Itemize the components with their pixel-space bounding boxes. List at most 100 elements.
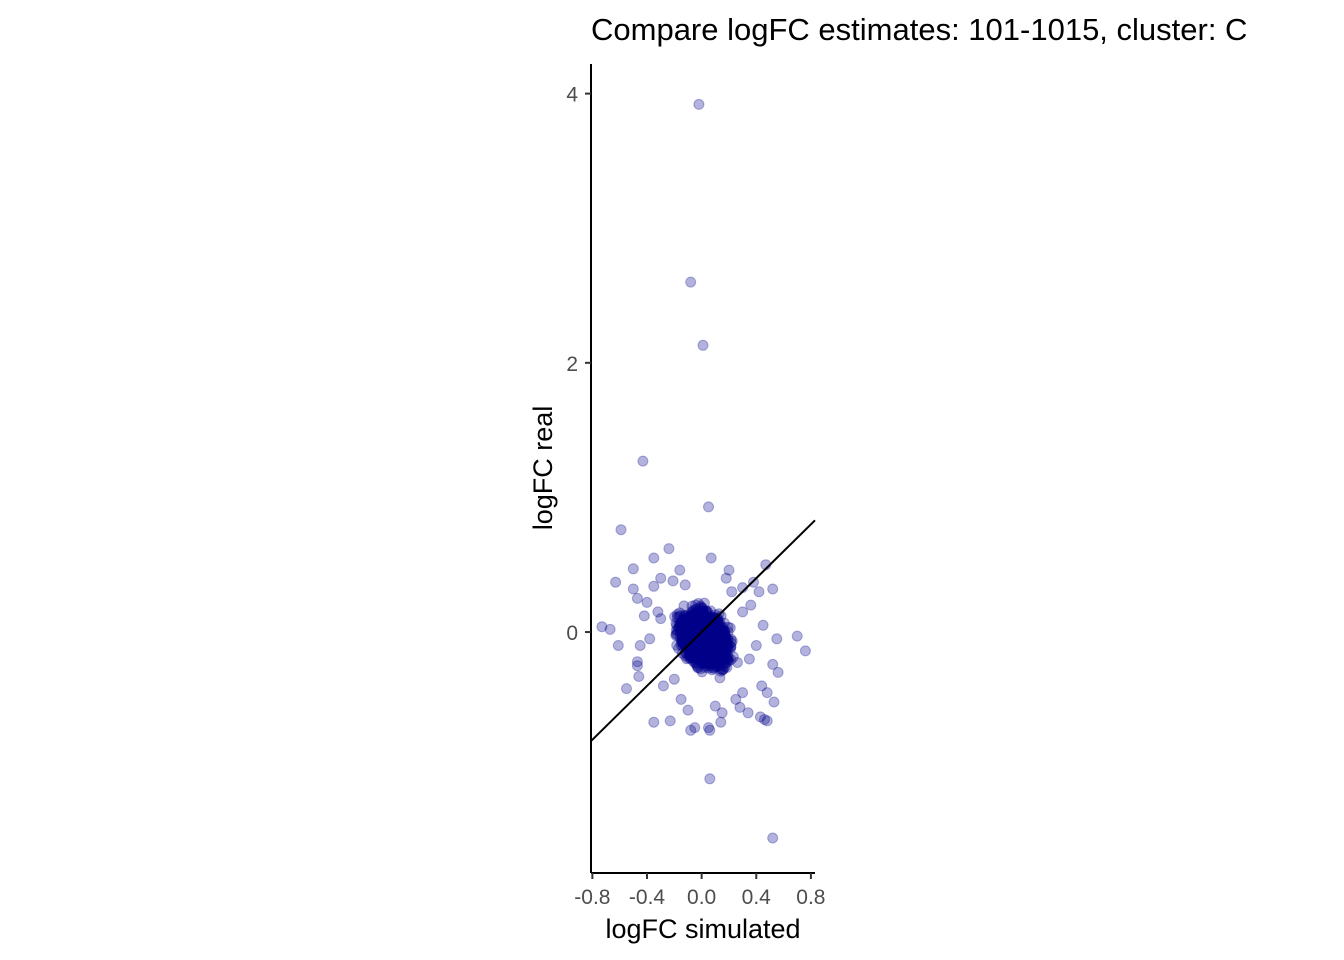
data-point bbox=[690, 641, 702, 653]
data-point bbox=[703, 638, 715, 650]
data-point bbox=[700, 639, 712, 650]
data-point bbox=[714, 646, 726, 658]
data-point bbox=[698, 634, 710, 646]
data-point bbox=[694, 608, 706, 620]
data-point bbox=[702, 644, 714, 656]
data-point bbox=[688, 646, 700, 658]
data-point bbox=[697, 633, 709, 645]
data-point bbox=[702, 635, 714, 647]
data-point bbox=[707, 638, 719, 650]
data-point bbox=[708, 625, 720, 637]
data-point bbox=[690, 614, 702, 626]
data-point bbox=[708, 641, 720, 653]
data-point bbox=[693, 639, 705, 651]
data-point bbox=[702, 611, 714, 623]
data-point bbox=[707, 632, 719, 644]
data-point bbox=[708, 642, 720, 654]
data-point bbox=[692, 628, 704, 640]
data-point bbox=[689, 623, 701, 635]
data-point bbox=[709, 620, 721, 632]
data-point bbox=[699, 631, 711, 643]
data-point bbox=[698, 635, 710, 647]
data-point bbox=[742, 707, 754, 719]
data-point bbox=[688, 631, 700, 643]
data-point bbox=[712, 651, 724, 663]
data-point bbox=[664, 715, 676, 727]
data-point bbox=[697, 641, 709, 653]
data-point bbox=[676, 635, 687, 647]
data-point bbox=[702, 638, 714, 650]
data-point bbox=[702, 629, 714, 641]
data-point bbox=[691, 606, 703, 618]
data-point bbox=[703, 641, 715, 653]
data-point bbox=[705, 636, 717, 647]
data-point bbox=[696, 636, 708, 647]
data-point bbox=[696, 616, 708, 628]
data-point bbox=[700, 653, 712, 665]
data-point bbox=[706, 645, 718, 657]
data-point bbox=[692, 619, 704, 631]
data-point bbox=[705, 635, 717, 647]
data-point bbox=[695, 640, 707, 652]
data-point bbox=[712, 626, 724, 638]
data-point bbox=[686, 646, 697, 658]
data-point bbox=[678, 630, 690, 642]
data-point bbox=[692, 626, 704, 638]
data-point bbox=[700, 639, 712, 651]
data-point bbox=[703, 617, 715, 629]
data-point bbox=[678, 635, 690, 647]
data-point bbox=[694, 643, 706, 655]
data-point bbox=[709, 629, 721, 641]
data-point bbox=[710, 626, 722, 638]
data-point bbox=[718, 652, 730, 664]
data-point bbox=[683, 629, 695, 641]
data-point bbox=[706, 633, 718, 645]
data-point bbox=[750, 640, 762, 651]
data-point bbox=[695, 629, 707, 641]
data-point bbox=[688, 643, 700, 655]
data-point bbox=[701, 629, 713, 641]
data-point bbox=[699, 646, 711, 658]
data-point bbox=[686, 611, 698, 623]
data-point bbox=[712, 634, 724, 646]
data-point bbox=[708, 639, 720, 651]
data-point bbox=[693, 614, 705, 625]
data-point bbox=[700, 624, 712, 636]
data-point bbox=[705, 631, 717, 643]
data-point bbox=[698, 632, 710, 644]
data-point bbox=[693, 620, 705, 632]
data-point bbox=[708, 629, 720, 641]
data-point bbox=[707, 643, 718, 655]
data-point bbox=[709, 637, 721, 649]
data-point bbox=[685, 643, 697, 655]
data-point bbox=[697, 613, 708, 625]
data-point bbox=[679, 622, 691, 634]
data-point bbox=[701, 657, 712, 669]
data-point bbox=[692, 640, 704, 652]
data-point bbox=[711, 634, 722, 646]
data-point bbox=[685, 639, 697, 651]
data-point bbox=[683, 624, 695, 636]
data-point bbox=[693, 635, 705, 647]
data-point bbox=[715, 655, 727, 667]
data-point bbox=[699, 646, 711, 658]
data-point bbox=[707, 635, 719, 647]
data-point bbox=[692, 642, 703, 654]
data-point bbox=[713, 648, 724, 660]
data-point bbox=[705, 630, 717, 641]
data-point bbox=[697, 646, 709, 658]
data-point bbox=[699, 639, 711, 650]
data-point bbox=[705, 642, 717, 654]
data-point bbox=[704, 652, 716, 664]
data-point bbox=[703, 639, 715, 650]
data-point bbox=[604, 623, 616, 635]
data-point bbox=[701, 641, 713, 653]
data-point bbox=[699, 657, 711, 669]
data-point bbox=[702, 649, 714, 661]
data-point bbox=[705, 634, 717, 645]
data-point bbox=[686, 615, 698, 627]
data-point bbox=[708, 640, 720, 652]
data-point bbox=[700, 640, 712, 652]
data-point bbox=[689, 642, 701, 654]
data-point bbox=[690, 646, 702, 658]
